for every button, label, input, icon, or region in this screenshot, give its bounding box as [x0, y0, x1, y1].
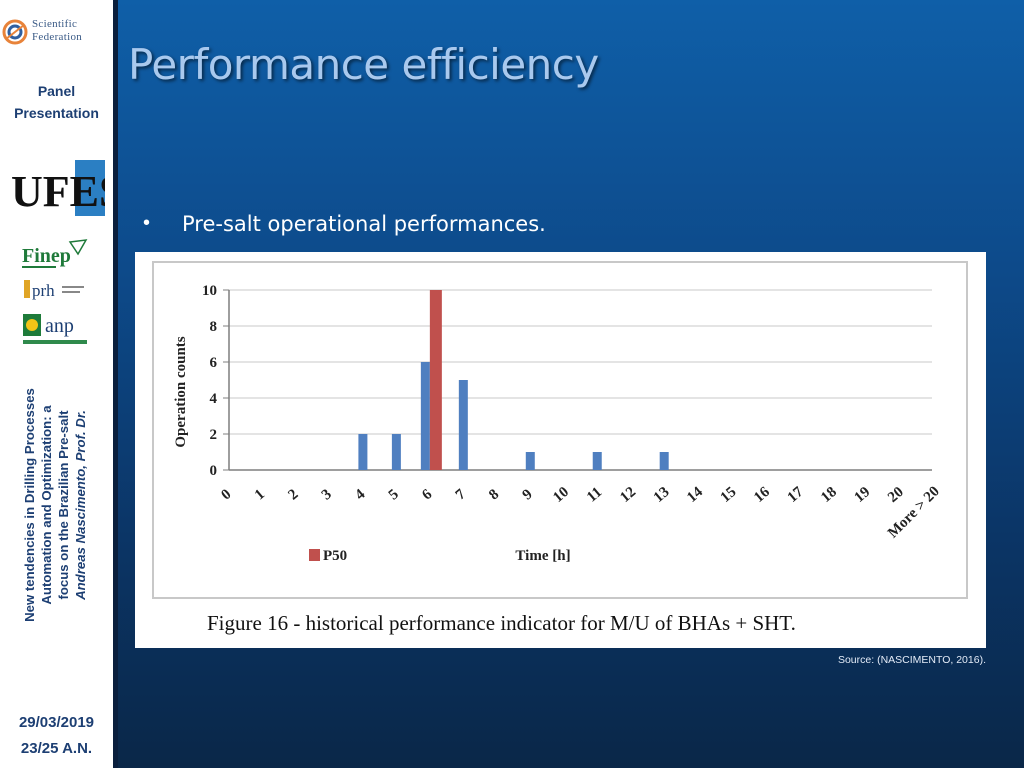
- bar-series-1: [391, 434, 401, 470]
- bar-series-1: [358, 434, 368, 470]
- presentation-topic-vertical: New tendencies in Drilling Processes Aut…: [21, 355, 89, 655]
- bar-series-1: [525, 452, 535, 470]
- logo-line-1: Scientific: [32, 18, 78, 30]
- bullet-text: Pre-salt operational performances.: [182, 212, 546, 236]
- topic-line-2: Automation and Optimization: a: [39, 405, 54, 605]
- panel-line-2: Presentation: [14, 105, 99, 121]
- anp-logo-icon: anp: [23, 314, 87, 344]
- svg-text:UFES: UFES: [11, 167, 105, 216]
- figure-panel: 0 2 4 6 8 10 0 1 2 3 4 5 6 7 8 9 10 11 12 13 14 15 16 17 18 19 20…: [135, 252, 986, 648]
- y-tick-label: 10: [202, 283, 217, 299]
- source-citation: Source: (NASCIMENTO, 2016).: [837, 654, 986, 666]
- svg-text:Finep: Finep: [22, 245, 71, 267]
- logo-line-2: Federation: [32, 31, 83, 43]
- svg-text:prh: prh: [32, 281, 55, 300]
- y-tick-label: 8: [210, 319, 218, 335]
- svg-text:anp: anp: [45, 315, 74, 337]
- sidebar: Scientific Federation Panel Presentation…: [0, 0, 113, 768]
- bullet-icon: •: [143, 212, 151, 234]
- finep-logo-icon: Finep: [22, 239, 88, 268]
- panel-line-1: Panel: [37, 83, 76, 99]
- y-tick-label: 2: [210, 427, 218, 443]
- y-axis-label: Operation counts: [173, 336, 189, 447]
- slide-title: Performance efficiency: [128, 40, 599, 89]
- y-tick-label: 6: [210, 355, 218, 371]
- prh-logo-icon: prh: [24, 280, 84, 300]
- panel-presentation-label: Panel Presentation: [0, 80, 113, 124]
- date-page-block: 29/03/2019 23/25 A.N.: [0, 710, 113, 762]
- legend-label-p50: P50: [323, 548, 347, 564]
- scientific-federation-logo-icon: [2, 19, 28, 45]
- y-tick-label: 0: [210, 463, 218, 479]
- bar-series-p50: [429, 290, 442, 470]
- bar-series-1: [458, 380, 468, 470]
- figure-caption: Figure 16 - historical performance indic…: [207, 611, 796, 635]
- ufes-logo-icon: UFES: [7, 160, 105, 216]
- chart-frame: [152, 261, 968, 599]
- bar-series-1: [659, 452, 669, 470]
- scientific-federation-text: Scientific Federation: [32, 18, 82, 44]
- x-axis-label: Time [h]: [515, 548, 570, 564]
- y-tick-label: 4: [210, 391, 218, 407]
- sidebar-divider: [113, 0, 118, 768]
- topic-line-3: focus on the Brazilian Pre-salt: [56, 410, 71, 600]
- page-indicator: 23/25 A.N.: [20, 740, 93, 757]
- legend-swatch-p50: [309, 549, 320, 561]
- topic-line-1: New tendencies in Drilling Processes: [22, 388, 37, 622]
- bar-series-1: [592, 452, 602, 470]
- presentation-date: 29/03/2019: [18, 714, 95, 731]
- author-line: Andreas Nascimento, Prof. Dr.: [73, 410, 88, 600]
- bar-series-1: [420, 362, 430, 470]
